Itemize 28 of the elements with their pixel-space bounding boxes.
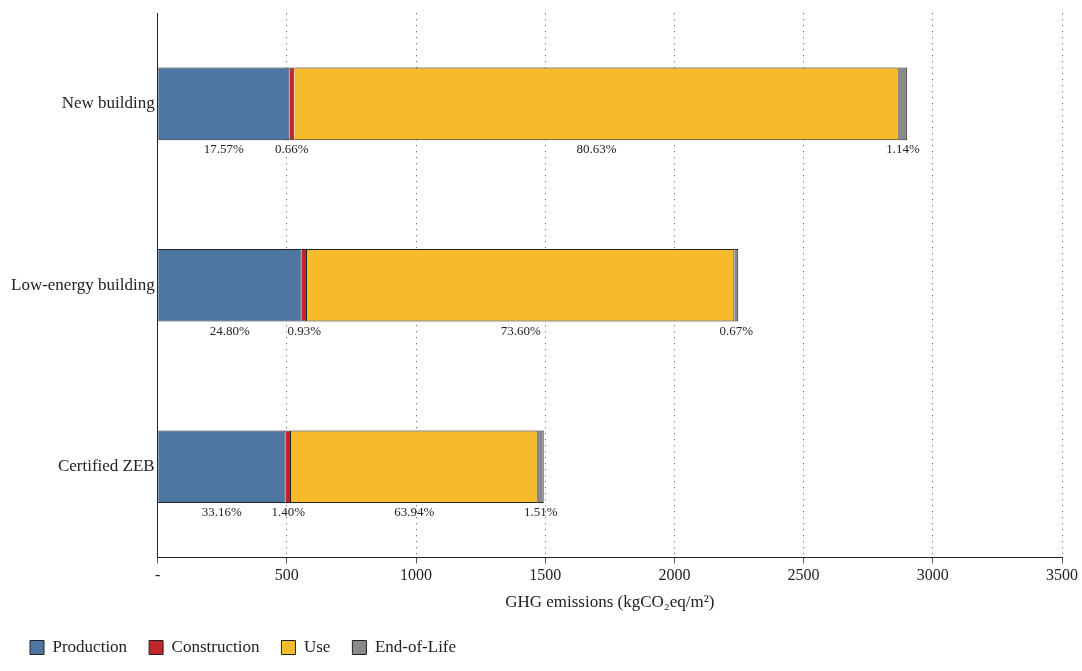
- annotation: 73.60%: [500, 322, 541, 338]
- legend-label: End-of-Life: [374, 636, 457, 656]
- y-tick-label: New building: [61, 93, 156, 113]
- x-tick-label: 3500: [1046, 566, 1078, 584]
- annotation: 1.40%: [271, 503, 306, 519]
- x-axis-title: GHG emissions (kgCO₂eq/m²): [505, 592, 715, 612]
- annotation: 80.63%: [576, 141, 617, 157]
- x-tick-label: 2000: [658, 566, 691, 584]
- x-tick-label: 1000: [400, 566, 433, 584]
- annotation: 17.57%: [203, 141, 245, 157]
- y-tick-label: Certified ZEB: [57, 456, 155, 476]
- x-tick-label: -: [155, 566, 161, 584]
- legend-label: Construction: [171, 636, 260, 656]
- legend-label: Use: [303, 636, 331, 656]
- legend-label: Production: [52, 636, 128, 656]
- annotation: 0.66%: [275, 141, 309, 157]
- x-tick-label: 3000: [916, 566, 949, 584]
- annotation: 33.16%: [201, 503, 243, 519]
- x-tick-label: 1500: [529, 566, 562, 584]
- y-tick-label: Low-energy building: [11, 274, 156, 294]
- annotation: 24.80%: [209, 322, 251, 338]
- x-tick-label: 500: [274, 566, 299, 584]
- annotation: 1.14%: [886, 141, 920, 157]
- annotation: 1.51%: [523, 503, 558, 519]
- x-tick-label: 2500: [787, 566, 820, 584]
- annotation: 0.93%: [287, 322, 322, 338]
- annotation: 0.67%: [719, 322, 754, 338]
- annotation: 63.94%: [394, 503, 435, 519]
